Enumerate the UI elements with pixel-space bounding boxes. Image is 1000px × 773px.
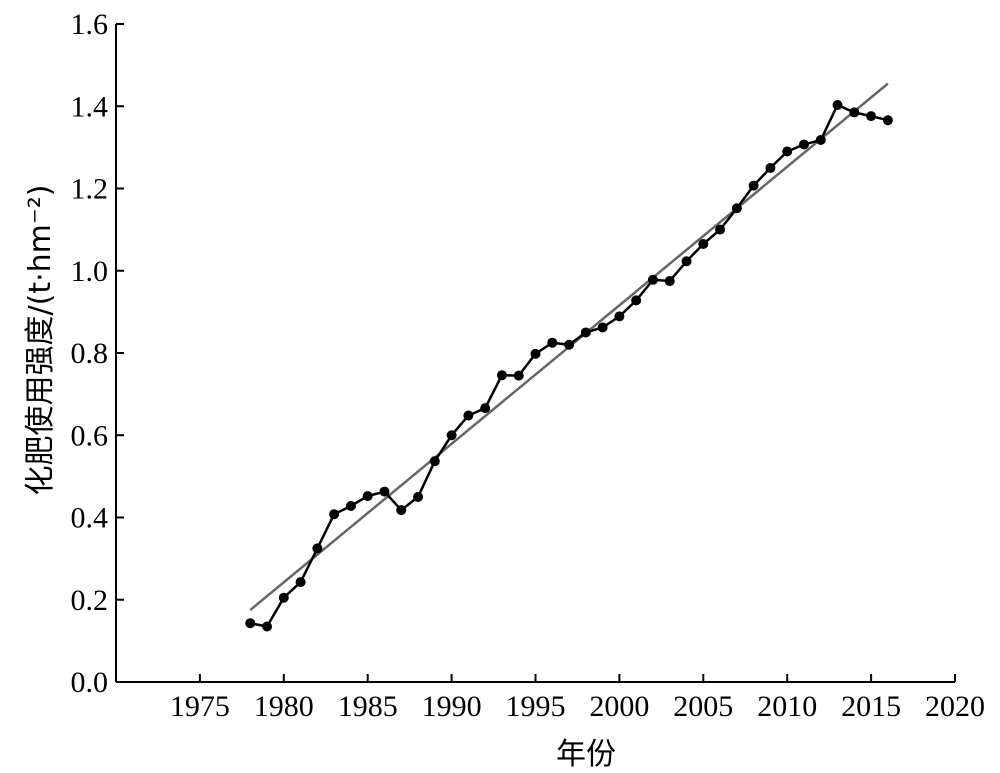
data-point <box>782 146 793 157</box>
series-layer <box>245 82 893 632</box>
data-point <box>597 322 608 333</box>
y-ticks: 0.0 0.2 0.4 0.6 0.8 1.0 1.2 1.4 1.6 <box>71 8 124 699</box>
data-point <box>530 348 541 359</box>
data-point <box>765 162 776 173</box>
data-point <box>731 203 742 214</box>
x-tick-label: 2015 <box>841 690 901 723</box>
y-tick-label: 0.6 <box>71 419 109 452</box>
data-point <box>329 509 340 520</box>
data-point <box>547 337 558 348</box>
data-point <box>413 491 424 502</box>
data-point <box>480 403 491 414</box>
y-tick-label: 0.4 <box>71 502 109 535</box>
data-point <box>798 139 809 150</box>
x-tick-label: 1980 <box>254 690 314 723</box>
data-point <box>631 295 642 306</box>
data-point <box>513 370 524 381</box>
data-point <box>832 100 843 111</box>
data-point <box>429 456 440 467</box>
x-tick-label: 2010 <box>757 690 817 723</box>
data-point <box>698 239 709 250</box>
x-tick-label: 1975 <box>170 690 230 723</box>
data-point <box>849 107 860 118</box>
data-point <box>614 311 625 322</box>
data-point <box>262 621 273 632</box>
x-tick-label: 1990 <box>422 690 482 723</box>
data-point <box>345 500 356 511</box>
x-tick-label: 2005 <box>673 690 733 723</box>
data-point <box>496 370 507 381</box>
y-tick-label: 1.4 <box>71 90 109 123</box>
data-point <box>715 224 726 235</box>
x-tick-label: 2020 <box>925 690 985 723</box>
data-point <box>647 274 658 285</box>
data-point <box>312 543 323 554</box>
data-point <box>882 115 893 126</box>
data-point <box>245 618 256 629</box>
series-line <box>249 103 889 628</box>
y-tick-label: 1.6 <box>71 8 109 41</box>
x-ticks: 1975 1980 1985 1990 1995 2000 2005 2010 2015 2020 <box>170 674 985 723</box>
data-point <box>278 592 289 603</box>
data-point <box>463 410 474 421</box>
data-point <box>446 430 457 441</box>
y-tick-label: 0.0 <box>71 666 109 699</box>
data-point <box>362 491 373 502</box>
data-point <box>379 486 390 497</box>
y-tick-label: 0.2 <box>71 584 109 617</box>
data-point <box>664 276 675 287</box>
x-axis-title: 年份 <box>556 737 616 772</box>
data-point <box>866 111 877 122</box>
data-point <box>295 577 306 588</box>
y-tick-label: 1.0 <box>71 255 109 288</box>
y-axis-title: 化肥使用强度/(t·hm⁻²) <box>23 185 58 496</box>
x-tick-label: 2000 <box>589 690 649 723</box>
x-tick-label: 1985 <box>338 690 398 723</box>
data-point <box>580 327 591 338</box>
x-tick-label: 1995 <box>506 690 566 723</box>
data-point <box>681 256 692 267</box>
data-point <box>815 134 826 145</box>
data-point <box>396 505 407 516</box>
data-point <box>748 180 759 191</box>
y-tick-label: 1.2 <box>71 173 109 206</box>
y-tick-label: 0.8 <box>71 337 109 370</box>
data-point <box>564 339 575 350</box>
